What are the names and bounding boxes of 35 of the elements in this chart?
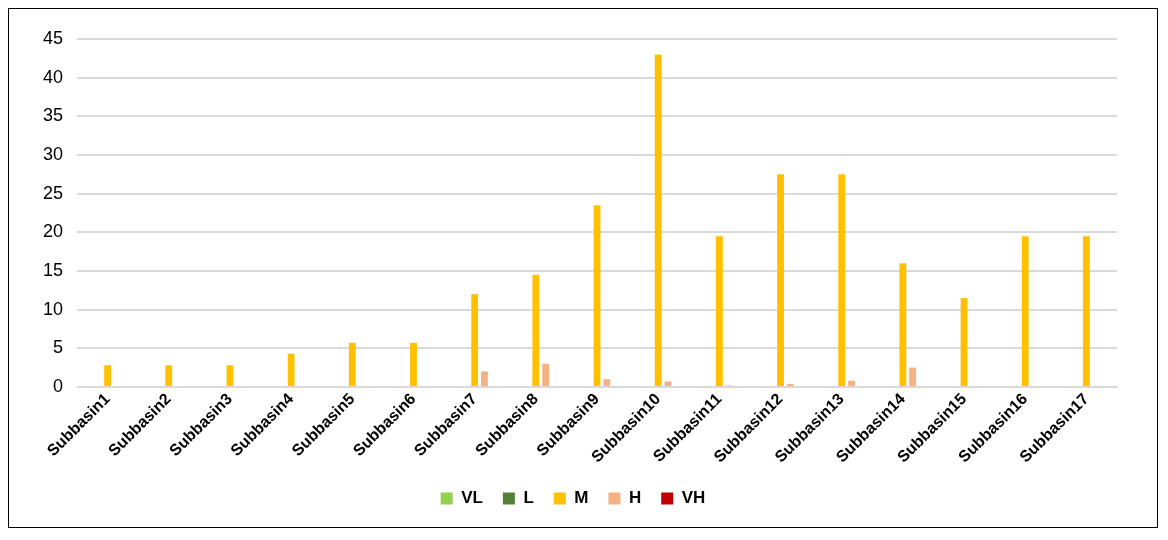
bar	[777, 174, 784, 386]
bar	[471, 294, 479, 386]
bar	[1082, 236, 1090, 386]
y-tick-label: 25	[42, 182, 64, 203]
bar	[542, 363, 550, 386]
legend-label: H	[628, 488, 642, 508]
bar	[410, 342, 417, 386]
y-tick-label: 35	[42, 105, 64, 126]
bar	[715, 236, 723, 386]
bar	[909, 367, 917, 386]
bar	[899, 263, 907, 386]
bar	[532, 274, 540, 386]
legend-label: L	[523, 488, 534, 508]
y-tick-label: 0	[53, 375, 64, 396]
y-tick-label: 10	[42, 298, 64, 319]
y-tick-label: 40	[42, 66, 64, 87]
bar	[1021, 236, 1029, 386]
bar	[786, 383, 794, 386]
bar	[848, 380, 855, 386]
bar	[104, 365, 112, 386]
y-tick-label: 20	[42, 221, 64, 242]
y-tick-label: 15	[42, 259, 64, 280]
legend-label: M	[574, 488, 589, 508]
y-tick-label: 5	[53, 337, 64, 358]
bar	[287, 353, 295, 386]
bar	[481, 371, 488, 386]
bar	[348, 342, 356, 386]
y-tick-label: 45	[42, 27, 64, 48]
bar	[165, 365, 173, 386]
y-tick-label: 30	[42, 143, 64, 164]
legend-label: VH	[681, 488, 706, 508]
bar	[603, 379, 611, 386]
bar	[654, 54, 662, 386]
bar	[838, 174, 846, 386]
legend-label: VL	[461, 488, 483, 508]
